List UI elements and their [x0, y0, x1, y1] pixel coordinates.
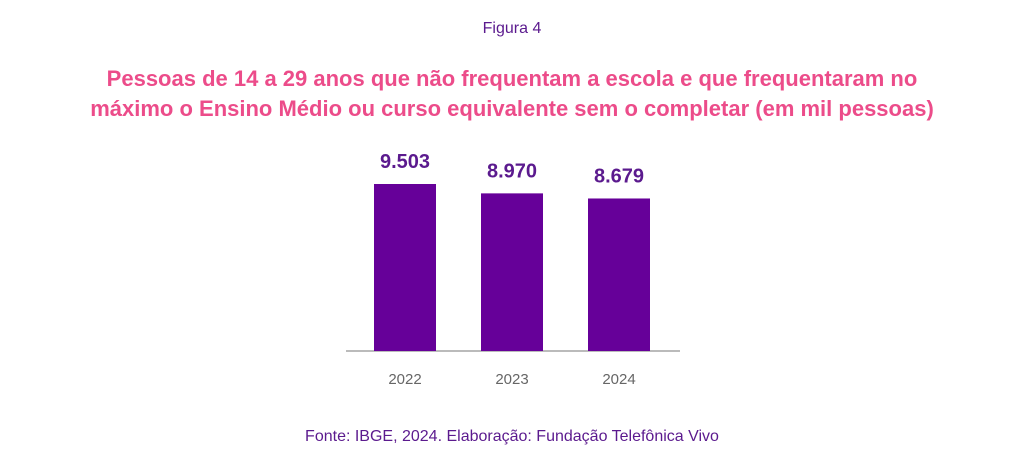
source-note: Fonte: IBGE, 2024. Elaboração: Fundação …: [305, 428, 719, 445]
bar-2024: [588, 198, 650, 351]
figure-label: Figura 4: [482, 20, 542, 37]
chart-title: Pessoas de 14 a 29 anos que não frequent…: [40, 64, 984, 124]
chart-title-line-2: máximo o Ensino Médio ou curso equivalen…: [90, 96, 934, 121]
x-tick-label-2022: 2022: [388, 371, 421, 388]
bar-2023: [481, 193, 543, 351]
bar-2022: [374, 184, 436, 351]
value-label-2023: 8.970: [487, 160, 537, 182]
value-label-2022: 9.503: [380, 151, 430, 173]
x-tick-label-2024: 2024: [602, 371, 635, 388]
value-label-2024: 8.679: [594, 165, 644, 187]
chart-title-line-1: Pessoas de 14 a 29 anos que não frequent…: [106, 66, 918, 91]
x-tick-label-2023: 2023: [495, 371, 528, 388]
